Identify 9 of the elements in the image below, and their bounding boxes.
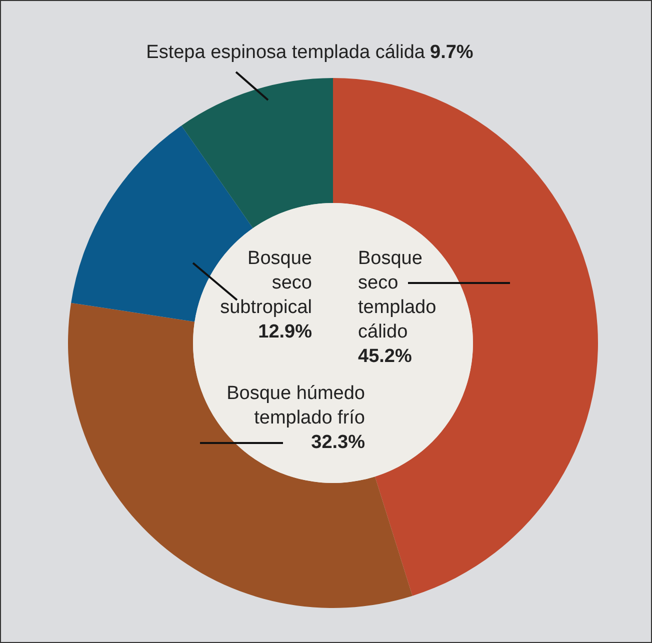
donut-slice [181, 78, 333, 228]
slice-label: Bosque seco templado cálido [358, 248, 436, 342]
slice-label: Bosque húmedo templado frío [226, 383, 365, 428]
data-label: 32.3% [311, 432, 366, 453]
data-label: 12.9% [258, 322, 312, 342]
slice-label: Bosque seco subtropical [220, 248, 312, 318]
slice-label: Estepa espinosa templada cálida [146, 42, 426, 63]
data-label: 45.2% [358, 346, 412, 367]
data-label: 9.7% [430, 42, 474, 63]
